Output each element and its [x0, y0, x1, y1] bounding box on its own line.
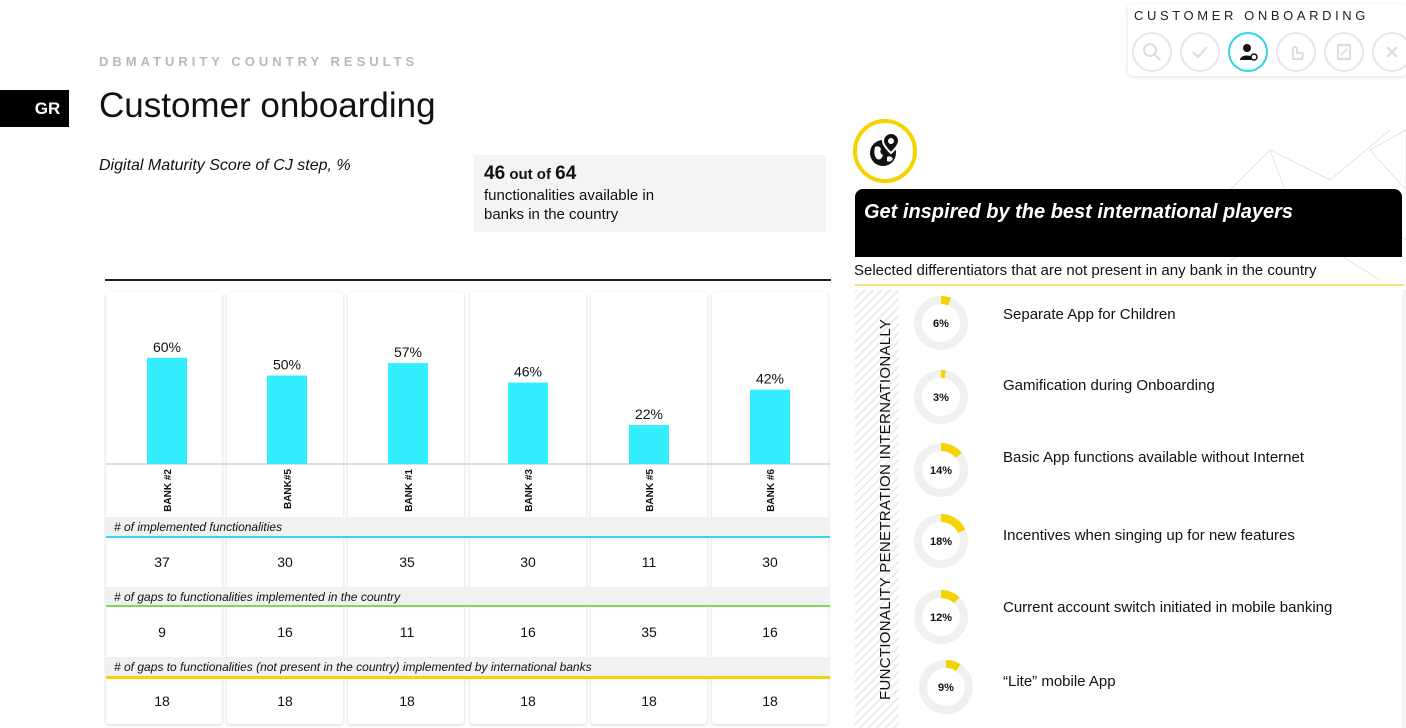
donut-fill [940, 590, 960, 604]
table-cell: 35 [399, 554, 415, 570]
functionality-summary: 46 out of 64 functionalities available i… [474, 155, 826, 232]
hand-button[interactable] [1276, 32, 1316, 72]
panel-right-edge [1402, 290, 1406, 728]
summary-description: functionalities available in banks in th… [484, 187, 655, 223]
hand-icon [1292, 45, 1305, 60]
feature-label: Incentives when singing up for new featu… [1003, 527, 1295, 544]
donut-fill [945, 660, 961, 672]
feature-label: “Lite” mobile App [1003, 673, 1116, 690]
donut-fill [940, 514, 966, 534]
journey-toolbar: CUSTOMER ONBOARDING [1128, 4, 1406, 76]
table-cell: 30 [277, 554, 293, 570]
country-code: GR [34, 98, 61, 118]
bank-column-card [591, 292, 707, 724]
page-title: Customer onboarding [99, 86, 436, 125]
summary-count: 46 out of 64 [484, 163, 816, 185]
inspiration-divider [855, 284, 1404, 286]
row-label-gaps-country: # of gaps to functionalities implemented… [106, 587, 830, 607]
check-button[interactable] [1180, 32, 1220, 72]
donut-percent-label: 6% [933, 318, 949, 330]
row-label-gaps-international: # of gaps to functionalities (not presen… [106, 657, 830, 677]
document-icon [1337, 44, 1351, 60]
document-button[interactable] [1324, 32, 1364, 72]
penetration-donut: 12% [914, 590, 968, 644]
row-divider-implemented [106, 536, 830, 538]
penetration-donut: 3% [914, 370, 968, 424]
bank-column-card [470, 292, 586, 724]
row-divider-gaps-country [106, 605, 830, 607]
feature-label: Separate App for Children [1003, 306, 1176, 323]
penetration-donut: 9% [919, 660, 973, 714]
table-cell: 30 [762, 554, 778, 570]
row-label-implemented: # of implemented functionalities [106, 517, 830, 537]
table-cell: 11 [641, 554, 657, 570]
inspiration-title: Get inspired by the best international p… [864, 201, 1293, 223]
table-cell: 9 [158, 624, 166, 640]
bank-column-card [227, 292, 343, 724]
donut-fill [940, 443, 962, 459]
summary-available: 46 [484, 163, 506, 184]
donut-percent-label: 18% [930, 536, 952, 548]
donut-percent-label: 3% [933, 392, 949, 404]
donut-percent-label: 9% [938, 682, 954, 694]
table-cell: 16 [520, 624, 536, 640]
penetration-donut: 14% [914, 443, 968, 497]
inspiration-subtitle: Selected differentiators that are not pr… [854, 262, 1317, 279]
feature-label: Basic App functions available without In… [1003, 449, 1305, 466]
table-cell: 37 [154, 554, 170, 570]
table-cell: 11 [399, 624, 415, 640]
table-cell: 18 [154, 693, 170, 709]
table-cell: 30 [520, 554, 536, 570]
close-icon [1386, 46, 1398, 58]
table-cell: 18 [762, 693, 778, 709]
donut-percent-label: 14% [930, 465, 952, 477]
table-cell: 16 [277, 624, 293, 640]
table-cell: 18 [399, 693, 415, 709]
feature-label: Gamification during Onboarding [1003, 377, 1215, 394]
chart-top-divider [105, 279, 831, 281]
customer-onboarding-button[interactable] [1228, 32, 1268, 72]
table-cell: 18 [520, 693, 536, 709]
row-divider-gaps-international [106, 676, 830, 679]
summary-out-of: out of [509, 166, 551, 183]
section-caption: DBMATURITY COUNTRY RESULTS [99, 54, 419, 69]
search-icon [1143, 43, 1161, 61]
penetration-donut: 6% [914, 296, 968, 350]
table-cell: 18 [641, 693, 657, 709]
donut-percent-label: 12% [930, 612, 952, 624]
chart-subtitle: Digital Maturity Score of CJ step, % [99, 157, 351, 174]
table-cell: 18 [277, 693, 293, 709]
inspiration-banner [855, 189, 1402, 257]
globe-pin-icon [870, 131, 901, 166]
table-cell: 16 [762, 624, 778, 640]
bank-column-card [712, 292, 828, 724]
penetration-axis-label: FUNCTIONALITY PENETRATION INTERNATIONALL… [877, 318, 894, 700]
summary-total: 64 [555, 163, 577, 184]
search-button[interactable] [1132, 32, 1172, 72]
feature-label: Current account switch initiated in mobi… [1003, 599, 1333, 616]
table-cell: 35 [641, 624, 657, 640]
globe-badge [853, 119, 917, 183]
close-button[interactable] [1372, 32, 1406, 72]
check-icon [1192, 46, 1208, 59]
hatched-axis-strip [855, 290, 899, 728]
user-gear-icon [1240, 44, 1258, 61]
donut-fill [940, 296, 951, 306]
toolbar-title: CUSTOMER ONBOARDING [1134, 8, 1370, 23]
country-tag: GR [0, 90, 69, 127]
penetration-donut: 18% [914, 514, 968, 568]
